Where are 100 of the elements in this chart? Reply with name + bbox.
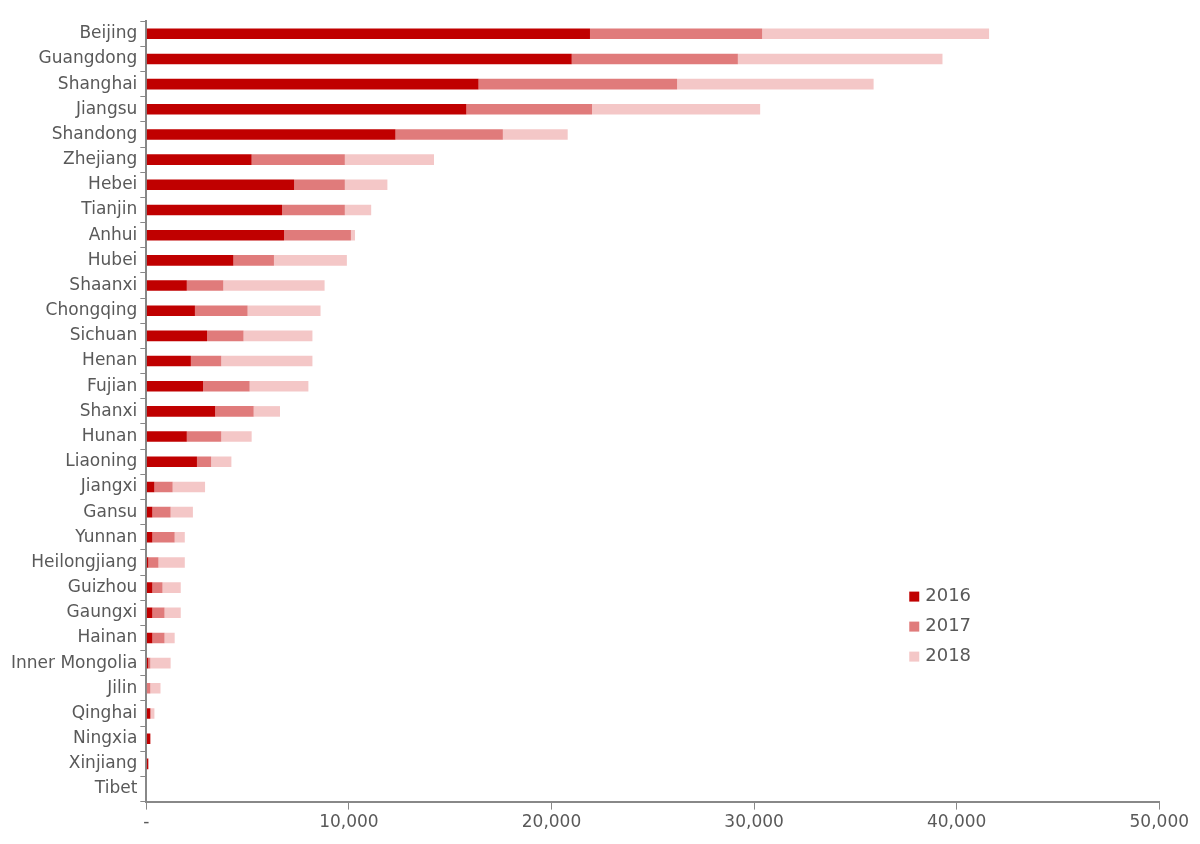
y-tick-label: Hubei [87, 248, 138, 269]
bar [146, 104, 467, 115]
x-tick-label: 20,000 [521, 811, 582, 832]
y-tick-label: Heilongjiang [31, 550, 138, 571]
bar [146, 229, 285, 241]
bar [243, 330, 313, 342]
bar [247, 305, 321, 316]
y-tick-label: Jilin [106, 676, 138, 697]
y-tick-label: Sichuan [69, 324, 138, 345]
y-tick-label: Hunan [81, 425, 138, 445]
x-tick-label: - [143, 811, 150, 832]
legend-label: 2017 [925, 614, 972, 636]
bar [146, 204, 283, 216]
bar [146, 154, 252, 165]
y-tick-label: Henan [82, 349, 138, 370]
bar [148, 557, 159, 568]
bar [207, 330, 244, 342]
y-tick-label: Gansu [83, 500, 138, 521]
bar [164, 607, 181, 619]
bar [152, 531, 175, 543]
bar [233, 255, 274, 266]
y-tick-label: Anhui [88, 223, 138, 244]
y-tick-label: Yunnan [74, 525, 138, 546]
bar [211, 456, 232, 468]
bar [150, 683, 161, 694]
bar [146, 28, 590, 40]
y-tick-label: Shandong [51, 122, 138, 143]
bar [589, 28, 763, 40]
y-tick-label: Xinjiang [68, 752, 138, 773]
bar [282, 204, 345, 216]
bar [164, 632, 175, 644]
bar [158, 557, 185, 568]
bar [223, 280, 325, 291]
bar [152, 506, 171, 518]
bar [344, 154, 434, 165]
y-tick-label: Jiangsu [74, 97, 138, 118]
y-tick-label: Shaanxi [69, 273, 138, 294]
bar [174, 531, 185, 543]
bar [194, 305, 248, 316]
bar [146, 305, 195, 316]
y-tick-label: Gaungxi [66, 601, 138, 622]
bar [344, 204, 372, 216]
bar [186, 431, 222, 442]
bar [253, 406, 281, 417]
legend-label: 2018 [925, 644, 972, 666]
bar [146, 53, 572, 65]
bar [196, 456, 212, 468]
bar [677, 78, 874, 90]
bar [146, 255, 234, 266]
bar [221, 355, 313, 367]
bar [249, 380, 309, 392]
bar [146, 582, 153, 593]
bar [215, 406, 254, 417]
bar [186, 280, 224, 291]
y-tick-label: Liaoning [65, 450, 138, 471]
bar [146, 380, 204, 392]
legend-label: 2016 [925, 584, 972, 606]
bar [152, 632, 165, 644]
bar [146, 406, 216, 417]
bar [203, 380, 250, 392]
x-tick-label: 10,000 [319, 811, 379, 832]
bar [395, 129, 503, 140]
bar [146, 280, 187, 291]
bar [344, 179, 388, 191]
bar [284, 229, 351, 241]
bar [502, 129, 568, 140]
bar [251, 154, 345, 165]
y-tick-label: Beijing [79, 22, 138, 43]
bar [571, 53, 738, 65]
y-tick-label: Hainan [77, 626, 138, 647]
y-tick-label: Guizhou [67, 576, 138, 597]
y-tick-label: Chongqing [45, 299, 138, 320]
bar [478, 78, 678, 90]
y-tick-label: Ningxia [73, 727, 138, 748]
y-tick-label: Qinghai [71, 701, 138, 722]
bar [592, 104, 761, 115]
y-tick-label: Guangdong [38, 47, 138, 68]
bar [172, 481, 206, 493]
bar [152, 607, 165, 619]
bar [273, 255, 347, 266]
bar [350, 229, 355, 241]
y-tick-label: Tibet [93, 777, 138, 798]
bar [146, 456, 197, 468]
y-tick-label: Hebei [88, 173, 138, 194]
bar [146, 129, 396, 140]
bar [146, 531, 153, 543]
y-tick-label: Inner Mongolia [10, 651, 138, 672]
y-tick-label: Jiangxi [79, 475, 138, 496]
bar [294, 179, 345, 191]
y-tick-label: Fujian [87, 374, 138, 395]
bar [162, 582, 181, 593]
bar [190, 355, 222, 367]
bar [170, 506, 193, 518]
bar [150, 708, 155, 719]
bar [466, 104, 593, 115]
bar [762, 28, 990, 40]
bar [154, 481, 173, 493]
bar [221, 431, 252, 442]
bar [737, 53, 943, 65]
bar [146, 179, 295, 191]
